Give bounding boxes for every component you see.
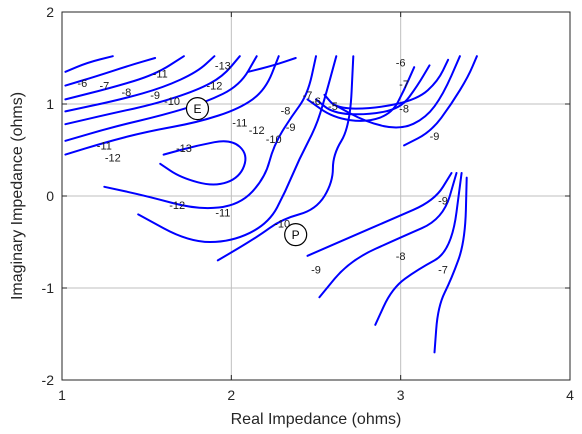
marker-p-circle	[284, 223, 308, 247]
contour-label: -11	[97, 140, 112, 152]
point-markers: EP	[185, 96, 308, 247]
x-tick-label: 2	[227, 387, 235, 403]
contour-label: -13	[215, 60, 231, 72]
contour-lines	[64, 55, 478, 354]
contour-level-neg10	[216, 55, 355, 262]
contour-label: -7	[438, 265, 448, 277]
marker-p-label: P	[292, 228, 300, 242]
contour-label: -11	[153, 69, 168, 81]
contour-labels: -6 -7-8 -9-10-11-12-13-11-12-13-12-11-11-1…	[77, 58, 447, 277]
contour-label: -6	[396, 58, 406, 70]
y-tick-label: -1	[42, 280, 55, 296]
contour-level-neg6	[64, 55, 114, 73]
contour-level-neg8	[306, 66, 416, 122]
contour-label: -12	[249, 125, 265, 137]
contour-label: -7	[99, 81, 109, 93]
contour-level-neg7	[374, 172, 463, 326]
contour-label: -9	[430, 131, 440, 143]
contour-label: -12	[169, 200, 185, 212]
y-axis-label: Imaginary Impedance (ohms)	[9, 92, 26, 300]
contour-label: -9	[150, 90, 160, 102]
contour-level-neg10	[403, 55, 478, 147]
contour-level-neg7	[315, 64, 431, 116]
y-tick-label: 0	[46, 188, 54, 204]
y-tick-label: 1	[46, 96, 54, 112]
contour-label: -8	[121, 87, 131, 99]
contour-label: -7	[399, 79, 409, 91]
contour-label: -8	[399, 104, 409, 116]
contour-level-neg12	[64, 55, 280, 156]
contour-level-neg8	[64, 55, 185, 101]
contour-label: -13	[176, 143, 192, 155]
contour-level-neg10	[64, 55, 241, 126]
contour-label: -11	[232, 117, 247, 129]
marker-e-label: E	[193, 102, 201, 116]
contour-level-neg13	[247, 57, 297, 73]
contour-level-neg8	[318, 172, 458, 299]
contour-level-neg9	[64, 55, 216, 113]
y-tick-label: -2	[42, 372, 55, 388]
x-tick-label: 4	[566, 387, 574, 403]
contour-label: -10	[266, 134, 282, 146]
contour-label: -10	[164, 96, 180, 108]
contour-label: -12	[206, 81, 222, 93]
contour-label: -8	[281, 105, 291, 117]
x-tick-label: 3	[397, 387, 405, 403]
marker-e-circle	[185, 96, 210, 121]
contour-label: -5	[328, 101, 338, 113]
contour-label: -6	[77, 78, 87, 90]
contour-label: -12	[105, 152, 121, 164]
contour-label: -9	[286, 122, 296, 134]
contour-label: -11	[215, 208, 230, 220]
contour-label: -9	[438, 196, 448, 208]
contour-label: -9	[311, 265, 321, 277]
x-axis-label: Real Impedance (ohms)	[231, 411, 402, 428]
x-tick-label: 1	[58, 387, 66, 403]
contour-level-neg11	[64, 55, 258, 142]
contour-level-neg13	[159, 140, 247, 186]
contour-level-neg6	[323, 58, 450, 110]
contour-level-neg11	[137, 55, 338, 244]
contour-level-neg12	[103, 55, 317, 210]
contour-level-neg7	[64, 57, 157, 87]
contour-label: -7	[303, 90, 313, 102]
contour-label: -8	[396, 251, 406, 263]
contour-level-neg9	[306, 172, 453, 257]
contour-label: -10	[274, 219, 290, 231]
contour-level-neg6	[433, 176, 468, 354]
contour-level-neg9	[331, 55, 461, 129]
y-tick-label: 2	[46, 4, 54, 20]
contour-label: -6	[311, 96, 321, 108]
